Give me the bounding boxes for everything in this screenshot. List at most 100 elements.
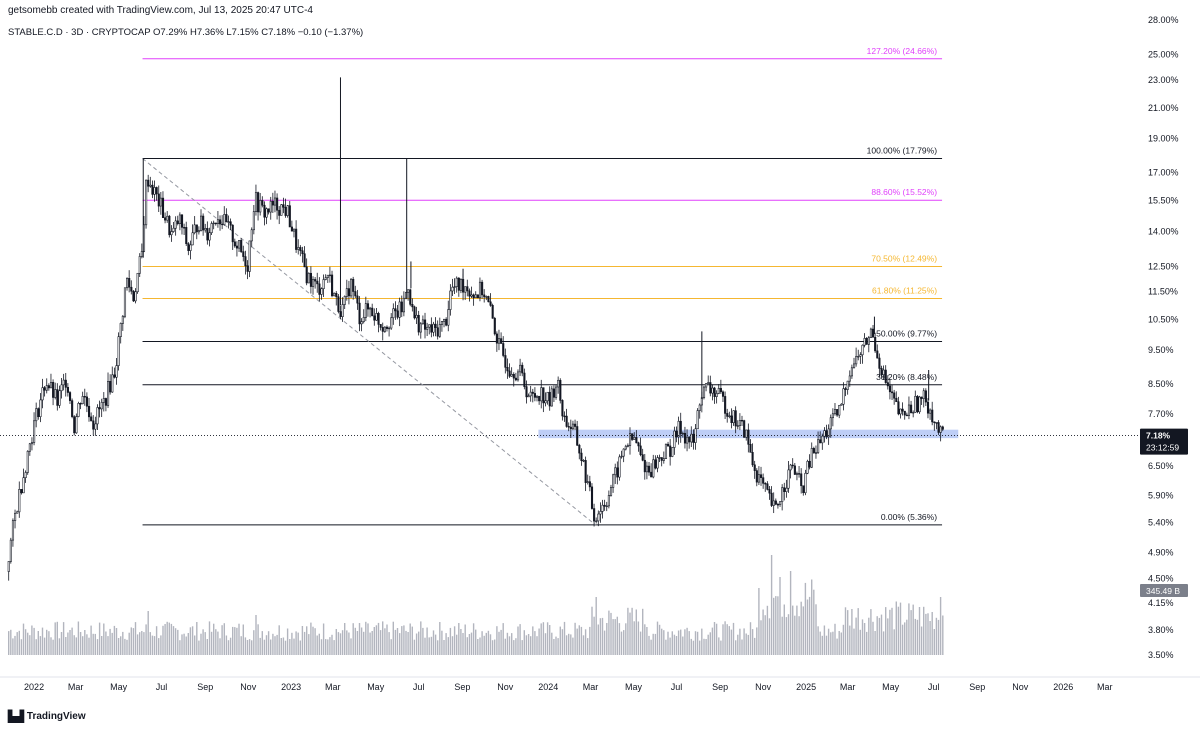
volume-bar: [629, 612, 631, 655]
candle-body: [512, 373, 515, 379]
candle-body: [119, 323, 122, 337]
candle-body: [197, 230, 200, 233]
candle-body: [609, 487, 613, 496]
candle-body: [639, 445, 642, 455]
candle-body: [939, 426, 942, 433]
candle-body: [107, 381, 110, 406]
candle-body: [833, 409, 837, 415]
candle-body: [696, 410, 699, 430]
volume-bar: [711, 627, 714, 655]
volume-bar: [22, 623, 25, 655]
candle-body: [273, 197, 277, 206]
candle-body: [411, 304, 414, 308]
candle-body: [791, 464, 794, 467]
candle-body: [343, 296, 346, 305]
x-tick-label: Jul: [156, 682, 168, 692]
candle-body: [878, 357, 881, 369]
volume-bar: [844, 607, 847, 655]
candle-body: [688, 436, 691, 443]
volume-bar: [120, 636, 122, 655]
x-tick-label: Mar: [840, 682, 856, 692]
candle-body: [176, 220, 179, 225]
volume-bar: [346, 630, 348, 655]
volume-bar: [318, 633, 320, 655]
volume-bar: [857, 608, 859, 655]
y-tick-label: 9.50%: [1148, 345, 1174, 355]
candle-body: [276, 197, 279, 211]
y-tick-label: 4.15%: [1148, 598, 1174, 608]
volume-bar: [942, 615, 944, 655]
candle-body: [140, 251, 143, 257]
volume-bar: [310, 622, 312, 655]
y-tick-label: 12.50%: [1148, 261, 1179, 271]
volume-bar: [542, 622, 545, 655]
volume-bar: [458, 623, 460, 655]
candle-body: [335, 292, 338, 298]
fib-retracement[interactable]: 127.20% (24.66%) 100.00% (17.79%) 88.60% (…: [142, 46, 943, 526]
volume-bar: [147, 611, 149, 655]
volume-bar: [470, 632, 473, 655]
candle-body: [588, 481, 591, 488]
volume-bar: [437, 640, 439, 655]
volume-bar: [762, 609, 764, 655]
volume-bar: [918, 607, 921, 655]
candle-body: [366, 303, 370, 310]
candle-body: [314, 279, 317, 282]
trend-line-segment: [142, 158, 596, 526]
candle-body: [823, 430, 826, 437]
candle-body: [227, 221, 230, 223]
candle-body: [555, 386, 558, 398]
candle-body: [567, 426, 570, 428]
volume-bar: [164, 624, 166, 655]
x-tick-label: Sep: [454, 682, 470, 692]
volume-bar: [823, 625, 826, 655]
candle-body: [643, 459, 646, 473]
candle-body: [22, 477, 25, 494]
volume-bar: [544, 633, 547, 655]
volume-bar: [741, 639, 743, 655]
volume-bar: [819, 631, 821, 655]
volume-bar: [219, 638, 221, 655]
candle-body: [766, 483, 769, 490]
volume-bar: [925, 613, 927, 655]
candle-body: [385, 326, 389, 329]
candle-body: [907, 404, 911, 416]
candle-body: [867, 337, 870, 345]
volume-bar: [749, 622, 752, 655]
volume-bar: [92, 633, 94, 655]
volume-bar: [472, 623, 475, 655]
trend-line[interactable]: [142, 158, 596, 526]
volume-bar: [773, 597, 775, 655]
fib-level-label: 88.60% (15.52%): [871, 187, 937, 197]
candle-body: [41, 387, 44, 401]
candle-body: [415, 314, 418, 319]
volume-bar: [633, 621, 635, 655]
candle-body: [616, 467, 619, 478]
candle-body: [933, 421, 936, 424]
volume-bar: [574, 622, 576, 655]
candle-body: [43, 387, 46, 391]
volume-bar: [937, 619, 940, 655]
candle-body: [937, 422, 940, 433]
volume-bar: [580, 626, 583, 655]
candle-body: [544, 400, 547, 404]
candle-body: [379, 324, 382, 328]
volume-bar: [272, 633, 274, 655]
symbol-legend: STABLE.C.D · 3D · CRYPTOCAP O7.29% H7.36…: [8, 27, 364, 38]
volume-bar: [756, 627, 758, 655]
volume-bar: [737, 634, 739, 655]
candle-body: [271, 200, 274, 206]
volume-bar: [887, 618, 889, 655]
volume-bar: [384, 628, 386, 655]
volume-bar: [356, 631, 359, 655]
candle-body: [52, 381, 55, 398]
candle-body: [821, 435, 824, 444]
candle-body: [449, 290, 452, 310]
candle-body: [920, 396, 923, 399]
candle-body: [286, 205, 289, 216]
volume-bar: [796, 605, 798, 655]
y-tick-label: 14.00%: [1148, 227, 1179, 237]
volume-bar: [549, 625, 551, 655]
volume-bar: [115, 628, 118, 655]
